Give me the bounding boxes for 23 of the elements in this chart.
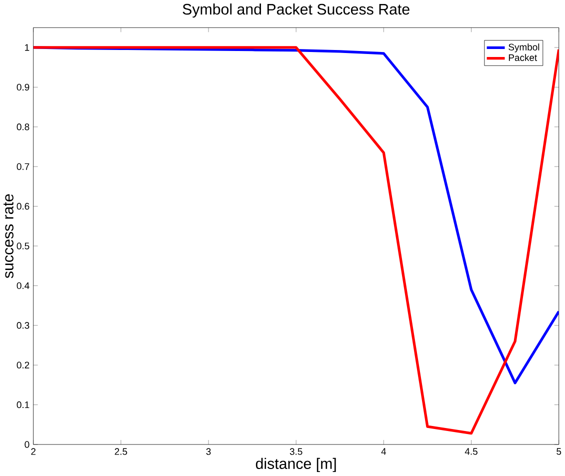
legend-label: Packet — [508, 54, 538, 62]
y-axis-title: success rate — [4, 194, 14, 278]
y-tick-label: 0.9 — [16, 84, 30, 91]
x-tick-label: 2 — [31, 448, 36, 456]
x-tick-label: 4.5 — [464, 448, 478, 456]
y-tick-label: 1 — [25, 44, 30, 51]
x-tick-label: 3 — [206, 448, 211, 456]
y-tick-label: 0.5 — [16, 242, 30, 250]
x-axis-title: distance [m] — [256, 458, 336, 472]
y-tick-label: 0.2 — [16, 362, 30, 369]
y-tick-label: 0.7 — [16, 163, 30, 170]
x-tick-label: 3.5 — [290, 448, 302, 456]
x-tick-label: 5 — [556, 448, 562, 456]
y-tick-label: 0.6 — [16, 203, 30, 210]
y-tick-label: 0 — [24, 441, 30, 448]
y-tick-label: 0.1 — [16, 402, 30, 408]
y-tick-label: 0.3 — [16, 322, 30, 329]
y-tick-label: 0.4 — [16, 282, 30, 290]
y-tick-label: 0.8 — [16, 124, 30, 130]
legend-label: Symbol — [508, 44, 540, 53]
chart-title: Symbol and Packet Success Rate — [182, 4, 410, 18]
x-tick-label: 2.5 — [114, 448, 128, 456]
x-tick-label: 4 — [381, 448, 386, 455]
